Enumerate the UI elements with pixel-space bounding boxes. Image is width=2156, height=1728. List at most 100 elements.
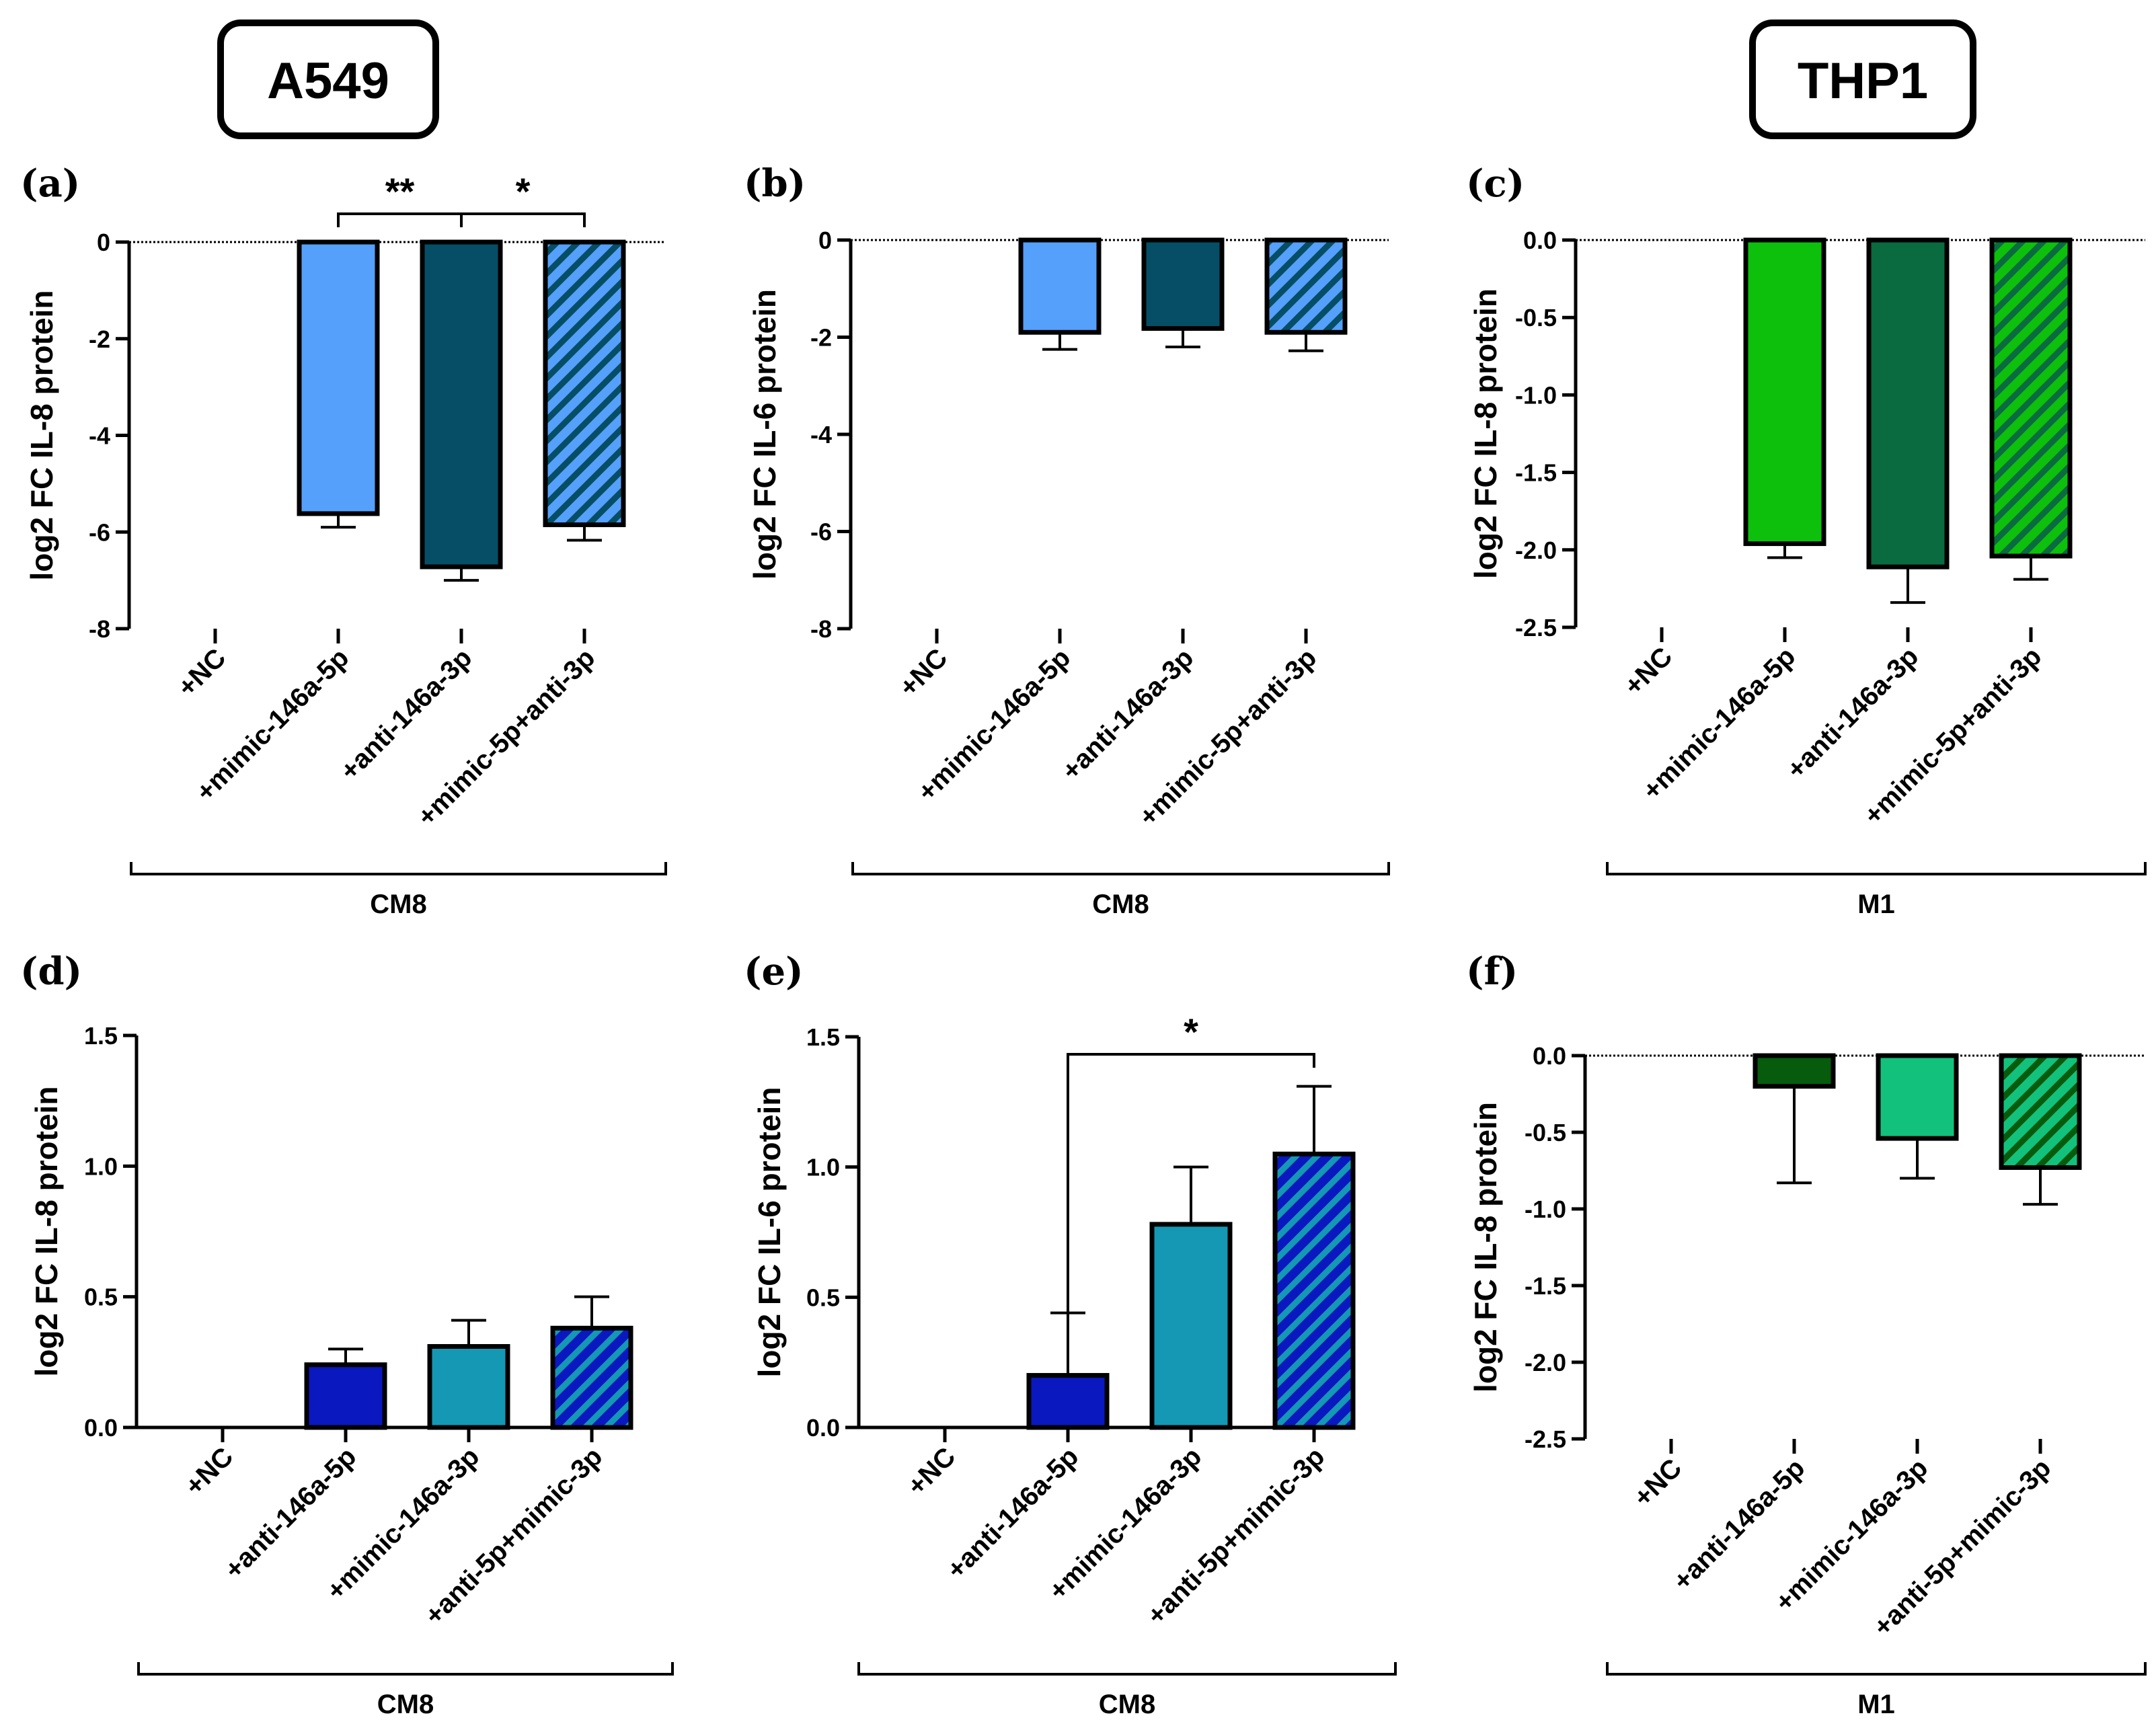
group-label: CM8 — [370, 890, 426, 919]
y-axis-label: log2 FC IL-8 protein — [24, 290, 59, 581]
group-label: CM8 — [377, 1690, 434, 1719]
chart-panel-6: (f) log2 FC IL-8 protein 0.0 -0.5 -1.0 -1.5 -2… — [1466, 949, 2147, 1719]
y-tick-label: 0 — [818, 227, 832, 254]
bar — [1141, 237, 1225, 331]
bar — [1876, 1053, 1959, 1141]
significance-bracket — [1067, 1053, 1315, 1317]
y-tick-label: -2.5 — [1515, 614, 1557, 641]
group-bracket — [1606, 1662, 2147, 1676]
group-bracket — [137, 1662, 674, 1676]
y-tick-label: -0.5 — [1515, 304, 1557, 331]
y-tick-label: -2 — [89, 325, 110, 353]
x-category-label: +NC — [902, 1442, 961, 1501]
significance-label: ** — [385, 170, 415, 212]
bar — [550, 1325, 633, 1430]
group-bracket — [1606, 862, 2147, 875]
y-tick-label: 0.0 — [1533, 1042, 1566, 1070]
panel-letter: (a) — [20, 161, 80, 206]
significance-label: * — [516, 170, 531, 212]
y-tick-label: -4 — [810, 421, 832, 448]
panel-letter: (f) — [1466, 949, 1518, 994]
chart-panel-2: (b)log2 FC IL-6 protein0-2-4-6-8+NC+mimi… — [744, 161, 1390, 919]
y-axis-label: log2 FC IL-8 protein — [29, 1087, 64, 1377]
group-bracket — [130, 862, 667, 875]
chart-panel-1: (a)log2 FC IL-8 protein0-2-4-6-8+NC+mimi… — [20, 161, 667, 919]
panel-letter: (d) — [20, 949, 82, 994]
chart-panel-5: (e) log2 FC IL-6 protein 1.5 1.0 0.5 0.0 +NC+a… — [744, 949, 1397, 1719]
y-axis-label: log2 FC IL-6 protein — [752, 1087, 787, 1378]
y-tick-label: -8 — [810, 615, 832, 643]
x-category-label: +NC — [172, 643, 231, 702]
y-tick-label: -8 — [89, 615, 110, 643]
cell-line-box-thp1: THP1 — [1749, 19, 1976, 139]
y-tick-label: 1.0 — [84, 1152, 118, 1180]
x-category-label: +anti-146a-5p — [1668, 1453, 1811, 1596]
panel-letter: (e) — [744, 949, 804, 994]
bar — [1989, 237, 2073, 559]
x-category-label: +anti-146a-3p — [335, 643, 478, 786]
y-tick-label: -4 — [89, 422, 110, 450]
y-axis-label: log2 FC IL-8 protein — [1468, 1102, 1503, 1392]
y-tick-label: -1.5 — [1525, 1272, 1566, 1300]
bar — [1743, 237, 1826, 547]
chart-panel-3: (c) log2 FC IL-8 protein 0.0 -0.5 -1.0 -1.5 -2… — [1466, 161, 2147, 919]
group-label: M1 — [1857, 890, 1895, 919]
x-category-label: +NC — [1619, 641, 1678, 701]
y-tick-label: 1.0 — [806, 1154, 840, 1181]
x-category-label: +anti-146a-5p — [219, 1442, 362, 1585]
y-tick-label: 0.5 — [84, 1284, 118, 1311]
y-tick-label: 1.5 — [806, 1023, 840, 1051]
y-tick-label: -2.5 — [1525, 1425, 1566, 1453]
y-axis-label: log2 FC IL-8 protein — [1468, 288, 1503, 579]
y-tick-label: -1.0 — [1525, 1195, 1566, 1223]
bar — [1026, 1373, 1110, 1430]
significance-bracket — [337, 212, 463, 227]
y-tick-label: -6 — [89, 518, 110, 546]
y-tick-label: 0 — [97, 229, 110, 256]
group-label: M1 — [1857, 1690, 1895, 1719]
bar — [1018, 237, 1102, 335]
x-category-label: +anti-146a-3p — [1056, 643, 1200, 786]
bar — [543, 239, 626, 527]
y-tick-label: 0.0 — [84, 1414, 118, 1442]
bar — [1866, 237, 1950, 570]
bar — [1264, 237, 1348, 335]
y-tick-label: -2.0 — [1525, 1349, 1566, 1376]
y-tick-label: 0.5 — [806, 1284, 840, 1311]
y-tick-label: -2.0 — [1515, 537, 1557, 564]
group-label: CM8 — [1099, 1690, 1155, 1719]
bar — [420, 239, 503, 570]
significance-bracket — [460, 212, 586, 227]
y-tick-label: 1.5 — [84, 1022, 118, 1050]
group-bracket — [851, 862, 1390, 875]
y-tick-label: 0.0 — [1523, 227, 1557, 254]
bar — [1272, 1151, 1356, 1430]
bar — [297, 239, 380, 516]
significance-label: * — [1184, 1011, 1198, 1053]
bar — [1149, 1222, 1233, 1430]
x-category-label: +anti-146a-3p — [1781, 641, 1925, 785]
bar — [427, 1344, 510, 1430]
bar — [304, 1362, 387, 1430]
y-axis-label: log2 FC IL-6 protein — [747, 289, 782, 580]
y-tick-label: -0.5 — [1525, 1119, 1566, 1146]
y-tick-label: -2 — [810, 324, 832, 352]
chart-panel-4: (d) log2 FC IL-8 protein 1.5 1.0 0.5 0.0 +NC+a… — [20, 949, 674, 1719]
group-label: CM8 — [1092, 890, 1149, 919]
cell-line-title-thp1: THP1 — [1798, 52, 1928, 110]
x-category-label: +NC — [180, 1442, 239, 1501]
bar — [1753, 1053, 1836, 1089]
bar — [1999, 1053, 2082, 1170]
y-tick-label: -6 — [810, 518, 832, 546]
cell-line-box-a549: A549 — [217, 19, 439, 139]
panel-letter: (c) — [1466, 161, 1525, 206]
panel-letter: (b) — [744, 161, 806, 206]
x-category-label: +NC — [894, 643, 953, 702]
y-tick-label: -1.5 — [1515, 459, 1557, 487]
x-category-label: +anti-146a-5p — [941, 1442, 1085, 1585]
x-category-label: +NC — [1628, 1453, 1687, 1512]
group-bracket — [857, 1662, 1397, 1676]
y-tick-label: 0.0 — [806, 1414, 840, 1442]
y-tick-label: -1.0 — [1515, 381, 1557, 409]
